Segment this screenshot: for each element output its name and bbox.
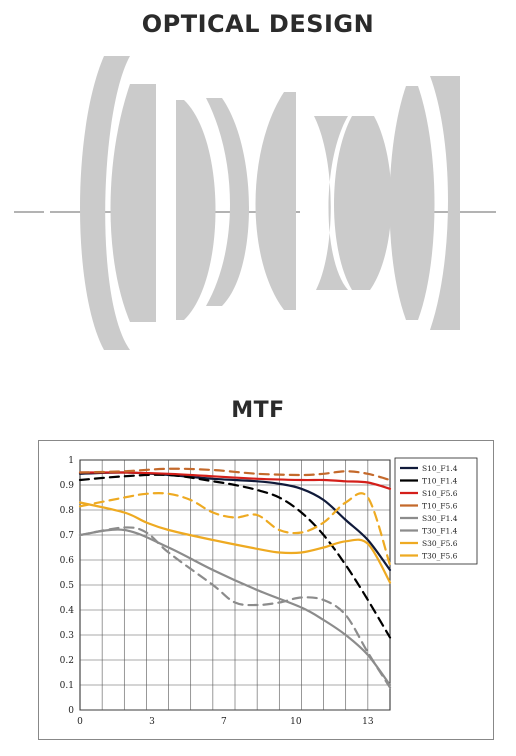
lens-element-8	[389, 86, 435, 320]
x-tick-label: 13	[362, 717, 374, 727]
series-line-t30-f1-4	[78, 526, 392, 689]
series-line-s10-f5-6	[78, 471, 392, 490]
y-tick-label: 0.5	[60, 581, 75, 591]
x-axis-ticks: 0 3 7 10 13	[77, 717, 374, 727]
y-tick-label: 0.4	[60, 606, 75, 616]
legend-box	[394, 457, 478, 565]
legend-label-t10-f5-6: T10_F5.6	[422, 502, 458, 511]
y-tick-label: 1	[68, 456, 74, 466]
y-tick-label: 0	[68, 706, 74, 716]
legend-label-s30-f5-6: S30_F5.6	[422, 539, 458, 548]
y-tick-label: 0.6	[60, 556, 75, 566]
lens-element-7	[334, 116, 392, 290]
lens-element-1	[80, 56, 130, 350]
series-line-s30-f1-4	[78, 528, 392, 687]
lens-element-4	[206, 98, 249, 306]
x-tick-label: 7	[221, 717, 227, 727]
lens-element-6	[314, 116, 348, 290]
lens-element-5	[255, 92, 296, 310]
mtf-title: MTF	[231, 398, 285, 423]
series-line-t10-f1-4	[78, 473, 392, 639]
series-line-s30-f5-6	[78, 501, 392, 584]
lens-element-2	[110, 84, 156, 322]
optical-design-title: OPTICAL DESIGN	[141, 10, 375, 38]
y-tick-label: 0.1	[60, 681, 74, 691]
series-lines	[78, 467, 392, 689]
series-line-t10-f5-6	[78, 467, 392, 482]
legend-label-s10-f1-4: S10_F1.4	[422, 464, 458, 473]
optical-design-diagram	[14, 56, 496, 350]
legend-label-t10-f1-4: T10_F1.4	[422, 477, 458, 486]
y-tick-label: 0.7	[60, 531, 75, 541]
legend-label-s10-f5-6: S10_F5.6	[422, 489, 458, 498]
lens-element-3	[176, 100, 216, 320]
y-axis-ticks: 0 0.1 0.2 0.3 0.4 0.5 0.6 0.7 0.8 0.9 1	[60, 456, 75, 716]
mtf-chart: 0 0.1 0.2 0.3 0.4 0.5 0.6 0.7 0.8 0.9 1 0 3 7 10 13 S1…	[38, 440, 494, 740]
chart-frame	[38, 440, 494, 740]
y-tick-label: 0.2	[60, 656, 74, 666]
series-line-t30-f5-6	[78, 492, 392, 567]
legend-label-s30-f1-4: S30_F1.4	[422, 514, 458, 523]
y-tick-label: 0.8	[60, 506, 75, 516]
legend: S10_F1.4 T10_F1.4 S10_F5.6 T10_F5.6 S30_F1.4…	[394, 457, 478, 565]
lens-element-9	[430, 76, 460, 330]
x-tick-label: 10	[290, 717, 302, 727]
legend-label-t30-f5-6: T30_F5.6	[422, 552, 458, 561]
legend-label-t30-f1-4: T30_F1.4	[422, 527, 458, 536]
y-tick-label: 0.9	[60, 481, 75, 491]
y-tick-label: 0.3	[60, 631, 75, 641]
x-tick-label: 3	[149, 717, 155, 727]
x-tick-label: 0	[77, 717, 83, 727]
